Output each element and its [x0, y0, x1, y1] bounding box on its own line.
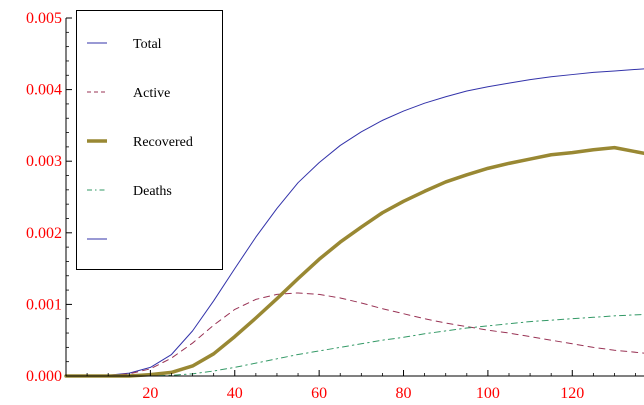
y-tick-label: 0.005	[26, 10, 62, 27]
legend-item-active: Active	[87, 86, 170, 101]
legend-label: Deaths	[133, 184, 172, 199]
y-tick-label: 0.002	[26, 225, 62, 242]
y-tick-label: 0.000	[26, 368, 62, 385]
legend-label: Total	[133, 37, 162, 52]
legend-items: Total Active Recovered Deaths	[87, 37, 193, 240]
legend: Total Active Recovered Deaths	[76, 10, 223, 270]
x-tick-label: 60	[311, 385, 327, 402]
x-ticks: 20 40 60 80 100 120	[86, 370, 636, 402]
series-line-deaths	[65, 313, 644, 377]
x-tick-label: 80	[396, 385, 412, 402]
x-tick-label: 20	[142, 385, 158, 402]
y-tick-label: 0.004	[26, 82, 62, 99]
x-tick-label: 40	[227, 385, 243, 402]
series-line-recovered	[64, 145, 644, 378]
y-ticks: 0.000 0.001 0.002 0.003 0.004 0.005	[26, 10, 72, 385]
legend-item-recovered: Recovered	[87, 135, 193, 150]
legend-label: Recovered	[133, 135, 193, 150]
series-line-active	[65, 292, 644, 377]
legend-item-deaths: Deaths	[87, 184, 172, 199]
x-tick-label: 100	[476, 385, 500, 402]
plot-lines	[64, 68, 644, 378]
legend-item-total: Total	[87, 37, 162, 52]
y-tick-label: 0.003	[26, 153, 62, 170]
y-tick-label: 0.001	[26, 296, 62, 313]
x-tick-label: 120	[560, 385, 584, 402]
series-line-total	[65, 68, 644, 377]
legend-label: Active	[133, 86, 170, 101]
axes: 0.000 0.001 0.002 0.003 0.004 0.005 20 40 60 80 1…	[26, 10, 644, 402]
